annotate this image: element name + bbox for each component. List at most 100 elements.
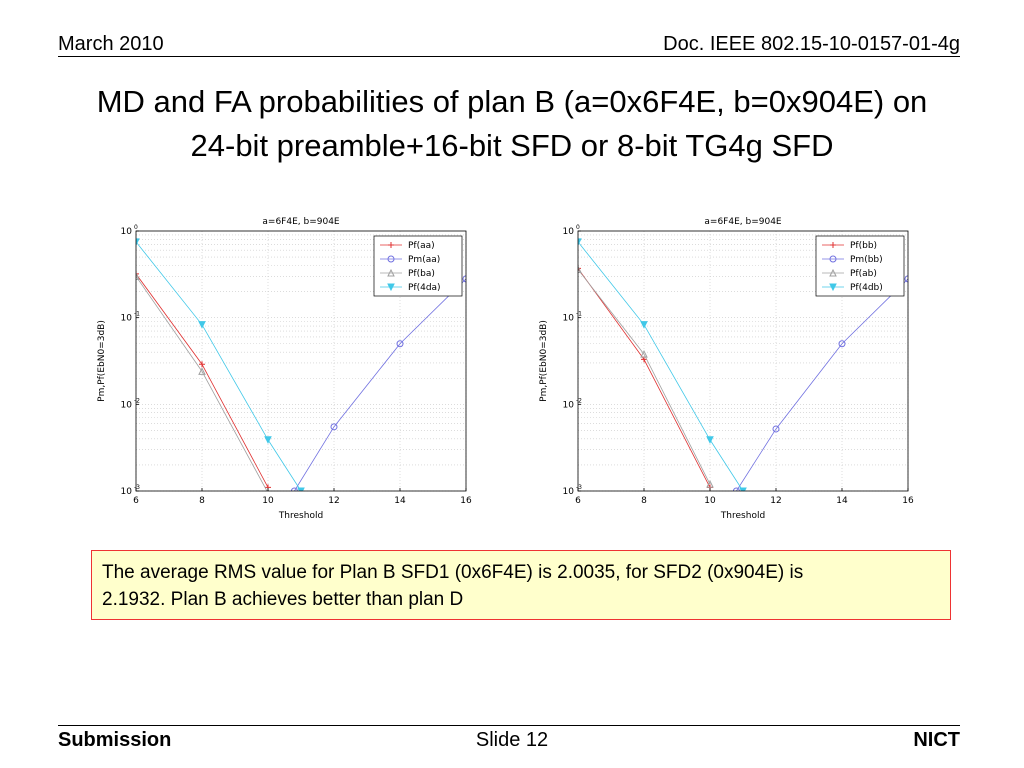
series-line [578, 241, 744, 491]
x-axis-label: Threshold [278, 511, 323, 521]
data-point [838, 340, 846, 348]
legend-entry: Pf(bb) [850, 241, 877, 251]
footer-divider [58, 725, 960, 726]
data-point [264, 436, 272, 444]
chart-title: a=6F4E, b=904E [704, 217, 782, 227]
summary-note-line-2: 2.1932. Plan B achieves better than plan… [102, 589, 464, 610]
slide-title-line-1: MD and FA probabilities of plan B (a=0x6… [96, 84, 928, 119]
series-Pfab [578, 265, 714, 488]
series-line [578, 269, 711, 485]
header-divider [58, 56, 960, 57]
data-point [640, 349, 648, 358]
footer-slide-number: Slide 12 [475, 729, 549, 751]
data-point [330, 423, 338, 431]
series-Pf4db [578, 238, 747, 491]
x-tick-label: 14 [836, 496, 848, 506]
axes-frame [577, 230, 909, 492]
legend-entry: Pf(ba) [408, 269, 435, 279]
legend-box [373, 235, 463, 297]
x-tick-label: 12 [328, 496, 339, 506]
y-tick-exponent: -1 [134, 311, 140, 318]
y-tick-label: 10 [563, 314, 575, 324]
legend-entry: Pm(aa) [408, 255, 440, 265]
data-point [739, 487, 747, 491]
header-doc-id: Doc. IEEE 802.15-10-0157-01-4g [663, 33, 960, 55]
y-tick-label: 10 [121, 400, 133, 410]
legend-entry: Pf(ab) [850, 269, 877, 279]
data-point [297, 487, 305, 491]
summary-note-line-1: The average RMS value for Plan B SFD1 (0… [102, 562, 804, 583]
data-point [578, 265, 582, 273]
data-point [904, 275, 908, 283]
y-tick-label: 10 [563, 227, 575, 237]
legend-swatch-marker [387, 255, 395, 263]
data-point [290, 487, 298, 491]
y-tick-exponent: -2 [576, 397, 582, 404]
x-tick-label: 10 [704, 496, 716, 506]
series-Pf4da [136, 238, 305, 491]
legend-swatch-marker [829, 255, 837, 263]
legend-entry: Pf(aa) [408, 241, 435, 251]
data-point [396, 340, 404, 348]
data-point [136, 272, 140, 280]
x-tick-label: 6 [133, 496, 139, 506]
legend-swatch-marker [387, 283, 395, 292]
y-tick-label: 10 [121, 314, 133, 324]
data-point [578, 265, 581, 272]
x-tick-label: 6 [575, 496, 581, 506]
legend-entry: Pf(4da) [408, 283, 441, 293]
x-tick-label: 16 [460, 496, 472, 506]
series-Pfba [136, 272, 270, 491]
x-tick-label: 8 [641, 496, 647, 506]
legend-swatch-marker [829, 283, 837, 292]
summary-note: The average RMS value for Plan B SFD1 (0… [91, 550, 951, 620]
legend-swatch-marker [830, 242, 836, 248]
series-Pmbb [732, 275, 908, 491]
series-line [736, 278, 908, 491]
data-point [462, 275, 466, 283]
y-tick-label: 10 [563, 487, 575, 497]
slide-title-line-2: 24-bit preamble+16-bit SFD or 8-bit TG4g… [190, 128, 834, 163]
chart-right: 6 8 10 12 14 16 10 -3 10 -2 10 -1 10 0 a=6F4E, b=904E T… [530, 210, 920, 530]
y-tick-label: 10 [121, 227, 133, 237]
data-point [706, 480, 714, 488]
data-point [136, 270, 139, 277]
y-tick-exponent: -1 [576, 311, 582, 318]
footer-submission: Submission [58, 729, 172, 751]
x-tick-label: 8 [199, 496, 205, 506]
legend-swatch-marker [829, 268, 837, 277]
series-line [136, 241, 302, 491]
legend-entry: Pm(bb) [850, 255, 883, 265]
data-point [198, 367, 206, 375]
legend-entry: Pf(4db) [850, 283, 883, 293]
y-tick-exponent: -2 [134, 397, 140, 404]
y-tick-exponent: -3 [134, 484, 140, 491]
x-tick-label: 10 [262, 496, 274, 506]
y-tick-label: 10 [563, 400, 575, 410]
data-point [198, 321, 206, 329]
y-tick-exponent: 0 [576, 224, 580, 231]
legend: Pf(aa) Pm(aa) Pf(ba) Pf(4da) [373, 235, 463, 297]
data-point [199, 361, 205, 368]
data-point [578, 238, 582, 246]
y-tick-label: 10 [121, 487, 133, 497]
y-axis-label: Pm,Pf(EbN0=3dB) [539, 320, 549, 402]
chart-title: a=6F4E, b=904E [262, 217, 340, 227]
data-point [136, 238, 140, 246]
y-axis-label: Pm,Pf(EbN0=3dB) [97, 320, 107, 402]
header-date: March 2010 [58, 33, 164, 55]
x-axis-label: Threshold [720, 511, 765, 521]
legend-swatch-marker [387, 268, 395, 277]
x-tick-label: 14 [394, 496, 406, 506]
series-Pmaa [290, 275, 466, 491]
data-point [772, 425, 780, 433]
axes-frame [135, 230, 467, 492]
series-line [136, 276, 268, 491]
series-line [294, 278, 466, 491]
data-point [706, 436, 714, 444]
legend: Pf(bb) Pm(bb) Pf(ab) Pf(4db) [815, 235, 905, 297]
y-tick-exponent: -3 [576, 484, 582, 491]
slide-title: MD and FA probabilities of plan B (a=0x6… [40, 80, 984, 168]
